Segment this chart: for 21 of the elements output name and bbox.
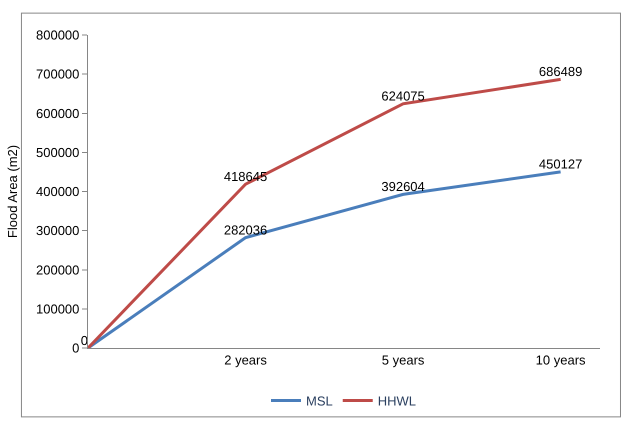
y-tick-label: 500000 bbox=[36, 144, 80, 160]
x-tick-label: 2 years bbox=[224, 352, 268, 368]
data-label: 392604 bbox=[381, 179, 425, 194]
y-tick-label: 600000 bbox=[36, 106, 80, 121]
data-label: 686489 bbox=[538, 64, 582, 80]
y-tick-label: 0 bbox=[72, 340, 80, 356]
y-axis-title: Flood Area (m2) bbox=[4, 144, 20, 238]
data-label: 282036 bbox=[224, 222, 268, 238]
y-tick-label: 700000 bbox=[36, 66, 80, 82]
line-series bbox=[88, 170, 562, 348]
y-tick-label: 200000 bbox=[36, 262, 80, 278]
y-tick-label: 800000 bbox=[36, 28, 80, 43]
x-tick-label: 5 years bbox=[382, 352, 425, 368]
data-label: 624075 bbox=[381, 88, 425, 104]
y-tick-label: 300000 bbox=[36, 223, 80, 238]
data-label: 450127 bbox=[538, 156, 582, 172]
legend-label: MSL bbox=[306, 394, 333, 409]
x-tick-label: 10 years bbox=[536, 352, 586, 368]
y-tick-label: 100000 bbox=[36, 301, 80, 316]
legend-label: HHWL bbox=[378, 394, 416, 409]
y-tick-label: 400000 bbox=[36, 184, 80, 200]
